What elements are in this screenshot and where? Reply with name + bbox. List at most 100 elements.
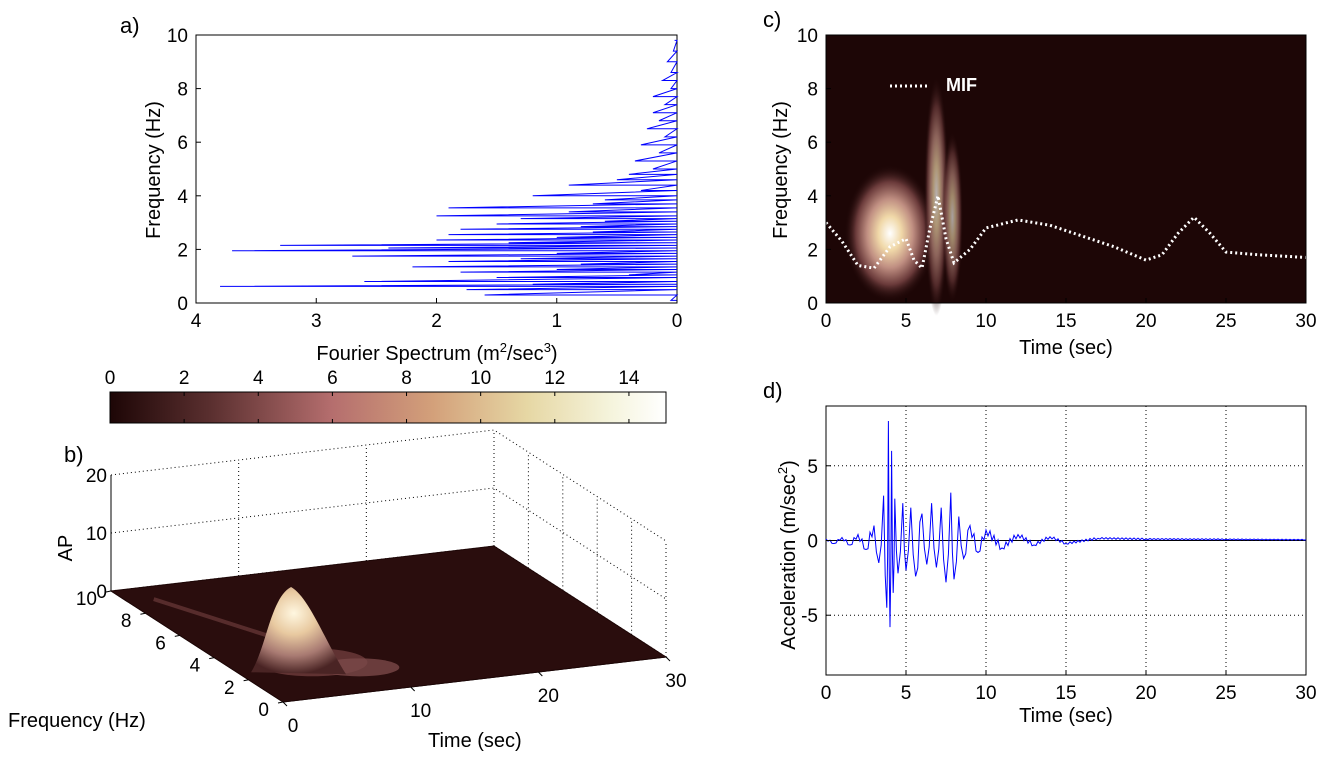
panel-a-xtick-label: 3	[311, 311, 322, 332]
panel-b-ztick-label: 20	[86, 466, 107, 487]
panel-c-ytick-label: 8	[807, 80, 818, 101]
panel-b-peak	[251, 587, 347, 675]
panel-d: d) 0 5 10 15 20 25 30 -5 0 5 Acceleration (m/sec2…	[763, 378, 1317, 727]
panel-c-ytick-label: 6	[807, 133, 818, 154]
panel-a-frame	[195, 34, 678, 304]
panel-d-xlabel: Time (sec)	[1019, 705, 1113, 727]
panel-c-label: c)	[763, 7, 781, 32]
panel-b-ytick-mark	[243, 679, 249, 682]
panel-b-ytick-mark	[277, 701, 284, 704]
panel-b-ylabel: Frequency (Hz)	[8, 710, 146, 732]
panel-a-ytick-label: 8	[177, 80, 188, 101]
panel-b-ytick-label: 6	[155, 633, 166, 654]
panel-b-zlabel: AP	[55, 535, 77, 562]
panel-c-ticks: 0 5 10 15 20 25 30 0 2 4 6 8 10	[797, 26, 1317, 332]
panel-d-ytick-label: 0	[807, 532, 818, 553]
panel-c-energy	[844, 75, 963, 316]
panel-a-xtick-label: 0	[672, 311, 683, 332]
panel-d-xtick-label: 30	[1295, 683, 1316, 704]
panel-c-xtick-label: 0	[821, 311, 832, 332]
panel-b-xtick-label: 0	[288, 716, 299, 737]
colorbar-tick-label: 6	[327, 368, 338, 389]
panel-d-xtick-label: 15	[1055, 683, 1076, 704]
panel-c-energy-blob	[844, 164, 936, 302]
panel-b-xtick-mark	[282, 701, 288, 707]
panel-a-ytick-label: 2	[177, 240, 188, 261]
panel-c-xtick-label: 5	[901, 311, 912, 332]
panel-b-xtick-label: 30	[665, 671, 686, 692]
panel-b-xtick-mark	[410, 686, 416, 692]
panel-b-gridline	[110, 487, 667, 600]
panel-c-ytick-label: 4	[807, 187, 818, 208]
spectrum-series-line	[220, 39, 679, 301]
panel-a-xlabel: Fourier Spectrum (m2/sec3)	[316, 340, 557, 365]
panel-d-axes	[825, 405, 1307, 676]
colorbar-ticks: 0 2 4 6 8 10 12 14	[105, 368, 640, 423]
colorbar-gradient	[109, 391, 667, 424]
panel-b-ytick-label: 8	[121, 611, 132, 632]
panel-c-xtick-label: 30	[1295, 311, 1316, 332]
panel-d-xtick-label: 20	[1135, 683, 1156, 704]
panel-b-ztick-label: 10	[86, 524, 107, 545]
mif-series-line	[824, 195, 1307, 272]
colorbar: 0 2 4 6 8 10 12 14	[105, 368, 667, 424]
panel-a-label: a)	[120, 13, 140, 38]
panel-b-xlabel: Time (sec)	[428, 730, 522, 752]
panel-d-ytick-label: 5	[807, 457, 818, 478]
panel-d-ylabel: Acceleration (m/sec2)	[775, 460, 800, 650]
colorbar-tick-label: 10	[470, 368, 491, 389]
panel-a-xtick-label: 4	[191, 311, 202, 332]
panel-b-floor	[109, 545, 668, 703]
colorbar-tick-label: 4	[253, 368, 264, 389]
panel-b-ytick-mark	[140, 612, 146, 615]
acceleration-series-line	[825, 420, 1307, 628]
panel-c-energy-blob	[924, 75, 949, 316]
panel-b-ztick-label: 0	[96, 582, 107, 603]
panel-a-ytick-label: 0	[177, 294, 188, 315]
panel-b-xtick-mark	[665, 656, 671, 662]
panel-a-ytick-label: 10	[167, 26, 188, 47]
panel-c-ylabel: Frequency (Hz)	[770, 101, 792, 239]
colorbar-tick-label: 8	[401, 368, 412, 389]
panel-c-xtick-label: 15	[1055, 311, 1076, 332]
panel-d-xtick-label: 25	[1215, 683, 1236, 704]
panel-b-label: b)	[64, 442, 84, 467]
panel-a-ytick-label: 6	[177, 133, 188, 154]
panel-b-xtick-mark	[537, 671, 543, 677]
panel-d-xtick-label: 0	[821, 683, 832, 704]
panel-c-xtick-label: 25	[1215, 311, 1236, 332]
panel-c: c) MIF 0 5 10 15 20 25 30 0 2 4 6 8 10 Frequency (Hz…	[763, 7, 1317, 359]
panel-b-ytick-mark	[209, 657, 215, 660]
panel-b-ytick-label: 0	[258, 700, 269, 721]
panel-d-xtick-label: 5	[901, 683, 912, 704]
panel-c-xtick-label: 20	[1135, 311, 1156, 332]
panel-b-ytick-mark	[105, 590, 112, 593]
panel-c-ytick-label: 0	[807, 294, 818, 315]
panel-c-ytick-label: 2	[807, 240, 818, 261]
colorbar-tick-label: 12	[544, 368, 565, 389]
colorbar-tick-label: 0	[105, 368, 116, 389]
panel-b-xtick-label: 20	[538, 686, 559, 707]
panel-a-ylabel: Frequency (Hz)	[143, 101, 165, 239]
panel-a-xtick-label: 2	[431, 311, 442, 332]
panel-a-ytick-label: 4	[177, 187, 188, 208]
colorbar-tick-label: 14	[618, 368, 640, 389]
panel-d-ticks: 0 5 10 15 20 25 30 -5 0 5	[801, 457, 1316, 704]
mif-legend-label: MIF	[946, 75, 977, 95]
panel-b-ytick-label: 4	[190, 656, 201, 677]
panel-b-xtick-label: 10	[410, 701, 431, 722]
panel-b-ytick-mark	[174, 634, 180, 637]
panel-c-energy-blob	[941, 131, 963, 303]
panel-b-ytick-label: 10	[76, 589, 97, 610]
panel-d-xtick-label: 10	[975, 683, 996, 704]
panel-a-axes	[195, 34, 678, 304]
panel-b-surface	[109, 545, 668, 703]
panel-d-label: d)	[763, 378, 783, 403]
panel-b-ytick-label: 2	[224, 678, 235, 699]
panel-b-gridline	[110, 429, 667, 542]
panel-d-ytick-label: -5	[801, 606, 818, 627]
